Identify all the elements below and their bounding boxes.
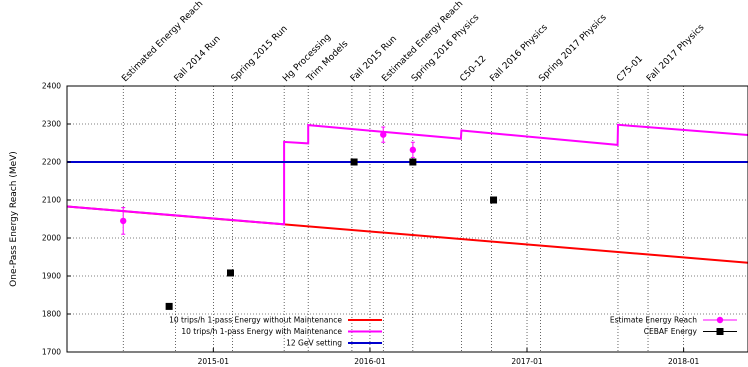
legend-right: Estimate Energy Reach CEBAF Energy	[610, 316, 737, 336]
y-tick-label: 2400	[42, 82, 61, 91]
y-tick-label: 2000	[42, 234, 61, 243]
event-label: Fall 2014 Run	[173, 34, 223, 84]
y-tick-label: 1800	[42, 310, 61, 319]
legend-left: 10 trips/h 1-pass Energy without Mainten…	[169, 316, 382, 348]
cebaf-point	[409, 158, 417, 166]
x-tick-label: 2017-01	[511, 357, 543, 366]
estimate-point	[120, 217, 127, 225]
x-tick-label: 2015-01	[198, 357, 230, 366]
axes: 1700 1800 1900 2000 2100 2200 2300 2400 2015-01 2…	[42, 82, 700, 367]
event-label: C50-12	[458, 54, 488, 84]
legend-label: 10 trips/h 1-pass Energy without Mainten…	[169, 316, 342, 325]
event-label: Spring 2017 Physics	[537, 13, 609, 85]
cebaf-point	[226, 269, 234, 277]
legend-marker	[716, 328, 724, 335]
plot-frame	[66, 85, 748, 353]
legend-marker	[716, 316, 724, 324]
grid-layer	[67, 86, 748, 352]
y-tick-label: 1700	[42, 348, 61, 357]
cebaf-point	[165, 302, 173, 310]
legend-label: CEBAF Energy	[644, 327, 698, 336]
points-layer	[120, 126, 498, 310]
legend-label: Estimate Energy Reach	[610, 316, 697, 325]
y-axis-title: One-Pass Energy Reach (MeV)	[9, 151, 19, 287]
cebaf-point	[350, 158, 358, 166]
y-tick-label: 2100	[42, 196, 61, 205]
y-tick-label: 2200	[42, 158, 61, 167]
estimate-point	[380, 131, 387, 138]
event-label: Estimated Energy Reach	[120, 0, 205, 84]
event-label: Spring 2015 Run	[230, 24, 290, 84]
event-label: Fall 2017 Physics	[645, 23, 707, 85]
y-tick-label: 2300	[42, 120, 61, 129]
legend-label: 10 trips/h 1-pass Energy with Maintenanc…	[181, 327, 342, 336]
series-line	[66, 123, 748, 226]
estimate-point	[409, 146, 417, 154]
x-tick-label: 2018-01	[668, 357, 700, 366]
cebaf-point	[490, 196, 498, 204]
event-label: C75-01	[615, 54, 645, 84]
y-tick-label: 1900	[42, 272, 61, 281]
x-tick-label: 2016-01	[354, 357, 386, 366]
series-layer	[66, 123, 748, 264]
legend-label: 12 GeV setting	[286, 339, 342, 348]
